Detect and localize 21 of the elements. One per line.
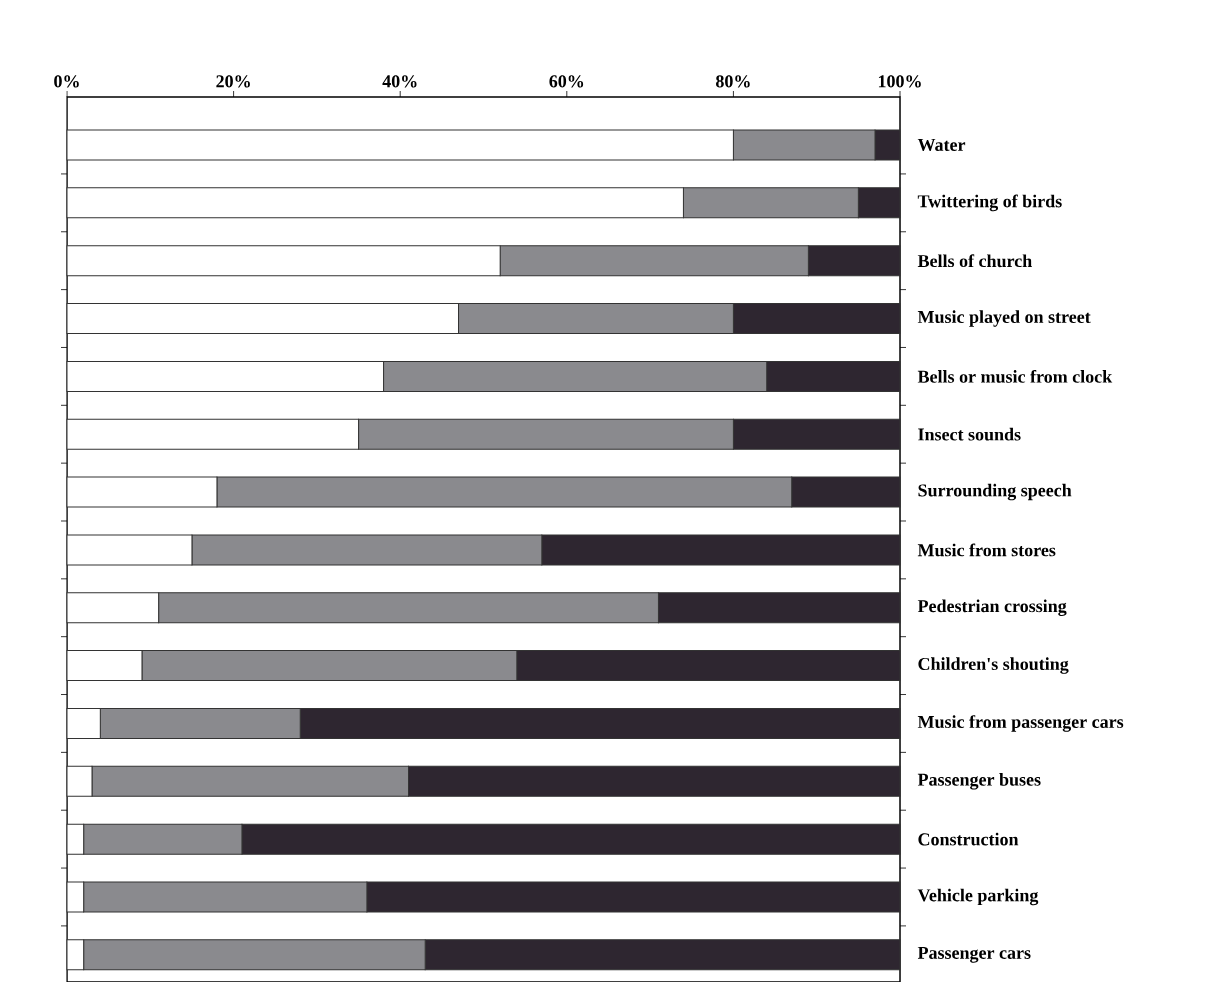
y-tick-label: Construction: [918, 832, 1019, 846]
x-tick-label: 40%: [382, 75, 417, 88]
y-tick-label: Music from passenger cars: [917, 715, 1124, 732]
x-tick-label: 80%: [716, 75, 750, 88]
x-tick-label: 20%: [216, 75, 250, 88]
x-tick-label: 60%: [549, 75, 584, 88]
y-tick-label: Passenger cars: [917, 946, 1031, 963]
y-tick-label: Surrounding speech: [918, 483, 1072, 501]
x-tick-label: 100%: [878, 75, 921, 88]
y-tick-label: Insect sounds: [918, 427, 1021, 441]
y-tick-label: Pedestrian crossing: [917, 599, 1067, 616]
y-tick-label: Music played on street: [917, 310, 1091, 327]
y-tick-label: Bells of church: [917, 254, 1032, 268]
y-tick-label: Vehicle parking: [917, 888, 1039, 906]
y-tick-label: Passenger buses: [917, 773, 1041, 790]
x-tick-label: 0%: [54, 75, 79, 88]
y-tick-label: Water: [917, 138, 966, 152]
y-tick-label: Twittering of birds: [917, 194, 1062, 212]
y-tick-label: Bells or music from clock: [917, 369, 1113, 383]
y-tick-label: Music from stores: [917, 543, 1056, 557]
y-tick-label: Children's shouting: [918, 657, 1069, 674]
